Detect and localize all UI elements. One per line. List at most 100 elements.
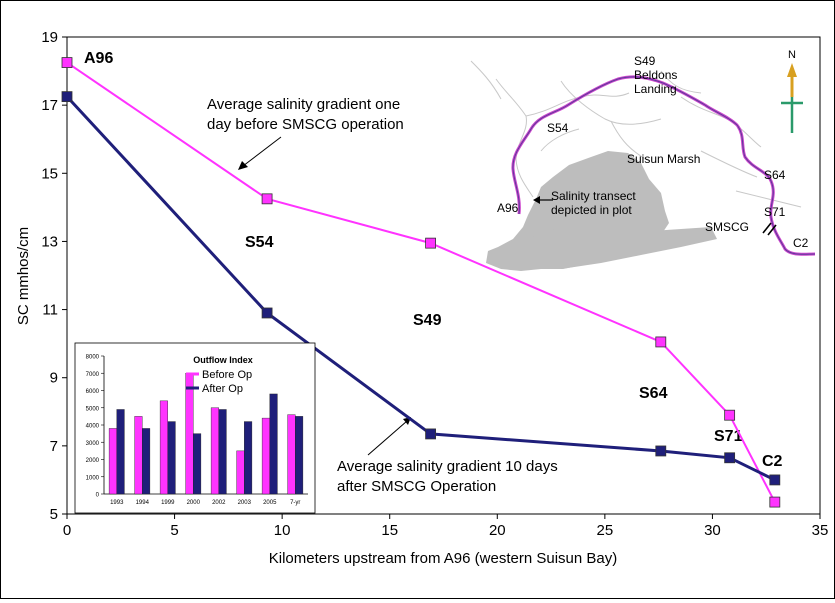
- inset-bar-before: [261, 417, 270, 495]
- point-after: [261, 307, 273, 319]
- point-after: [769, 474, 781, 486]
- inset-bars: [108, 373, 304, 495]
- inset-bar-before: [159, 400, 168, 495]
- inset-bar-after: [142, 428, 151, 495]
- point-before: [724, 409, 736, 421]
- inset-y-tick-label: 5000: [86, 406, 100, 412]
- inset-bar-after: [218, 409, 227, 495]
- x-tick-label: 15: [381, 522, 398, 539]
- series-line-after: [65, 95, 776, 482]
- inset-bar-before: [108, 428, 117, 495]
- station-label-c2: C2: [762, 453, 783, 470]
- point-after: [724, 452, 736, 464]
- series-line-before: [66, 61, 776, 503]
- station-label-s54: S54: [245, 234, 274, 251]
- x-tick-label: 25: [597, 522, 614, 539]
- inset-x-tick-label: 1994: [136, 500, 150, 506]
- series-layer: [61, 57, 781, 508]
- inset-bar-before: [185, 373, 194, 495]
- y-tick-label: 5: [50, 506, 58, 523]
- annotation-after-arrow: [367, 420, 408, 456]
- x-axis-title: Kilometers upstream from A96 (western Su…: [269, 550, 617, 567]
- point-before: [655, 336, 667, 348]
- point-after: [655, 445, 667, 457]
- inset-bar-before: [236, 450, 245, 495]
- map-label: A96: [497, 201, 519, 215]
- inset-y-tick-label: 0: [96, 493, 100, 499]
- y-tick-label: 19: [41, 29, 58, 46]
- bay-inlet: [521, 227, 717, 269]
- point-before: [261, 193, 273, 205]
- point-before: [61, 57, 73, 68]
- north-arrow-icon: N: [781, 49, 803, 133]
- inset-bar-after: [193, 433, 202, 495]
- y-tick-label: 7: [50, 438, 58, 455]
- inset-y-tick-label: 3000: [86, 441, 100, 447]
- inset-x-tick-label: 2002: [212, 500, 226, 506]
- inset-y-tick-label: 4000: [86, 424, 100, 430]
- transect-route-inner: [512, 76, 816, 255]
- inset-bar-before: [210, 407, 219, 495]
- x-tick-label: 20: [489, 522, 506, 539]
- point-before: [769, 496, 781, 508]
- annotation-after-line2: after SMSCG Operation: [337, 478, 496, 495]
- inset-bar-before: [287, 414, 296, 495]
- map-label: S54: [547, 121, 569, 135]
- inset-x-tick-label: 7-yr: [290, 500, 300, 506]
- map-label: Landing: [634, 82, 677, 96]
- x-tick-label: 35: [812, 522, 829, 539]
- x-tick-label: 10: [274, 522, 291, 539]
- inset-bar-after: [244, 421, 253, 495]
- x-tick-label: 0: [63, 522, 71, 539]
- map-label: depicted in plot: [551, 203, 632, 217]
- map-label: S64: [764, 168, 786, 182]
- inset-bar-after: [116, 409, 125, 495]
- station-labels: A96 S54 S49 S64 S71 C2: [84, 50, 783, 470]
- inset-x-tick-label: 1993: [110, 500, 124, 506]
- inset-y-tick-label: 1000: [86, 475, 100, 481]
- outflow-inset-chart: Outflow Index 0 1000 2000 3000 4000 5000 6000 7…: [74, 342, 316, 514]
- map-label: Suisun Marsh: [627, 152, 700, 166]
- y-tick-label: 17: [41, 97, 58, 114]
- inset-x-tick-label: 2000: [187, 500, 201, 506]
- map-label: S71: [764, 205, 786, 219]
- inset-y-tick-label: 6000: [86, 389, 100, 395]
- map-label: SMSCG: [705, 220, 749, 234]
- station-label-s49: S49: [413, 312, 442, 329]
- y-axis-title: SC mmhos/cm: [15, 227, 32, 325]
- annotation-before-line2: day before SMSCG operation: [207, 116, 404, 133]
- transect-arrow-head: [533, 196, 540, 204]
- inset-bar-after: [167, 421, 176, 495]
- inset-bar-after: [295, 416, 304, 495]
- annotation-before-line1: Average salinity gradient one: [207, 96, 400, 113]
- inset-x-tick-label: 2003: [238, 500, 252, 506]
- station-label-a96: A96: [84, 50, 113, 67]
- smscg-gate-icon: [762, 222, 777, 236]
- inset-title: Outflow Index: [193, 355, 253, 365]
- station-label-s64: S64: [639, 385, 668, 402]
- legend-label-before: Before Op: [202, 369, 252, 381]
- annotation-before-arrow: [242, 136, 282, 167]
- north-label: N: [788, 49, 796, 61]
- point-before: [425, 237, 436, 249]
- x-tick-label: 30: [704, 522, 721, 539]
- map-label: C2: [793, 236, 809, 250]
- inset-y-tick-label: 2000: [86, 458, 100, 464]
- point-after: [61, 91, 73, 103]
- legend-label-after: After Op: [202, 383, 243, 395]
- inset-bar-before: [134, 416, 143, 495]
- callouts: Average salinity gradient one day before …: [207, 96, 558, 495]
- annotation-before-arrowhead: [238, 161, 248, 170]
- y-tick-label: 15: [41, 165, 58, 182]
- y-tick-label: 11: [42, 302, 58, 319]
- map-label: S49: [634, 54, 656, 68]
- inset-x-tick-label: 2005: [263, 500, 277, 506]
- point-after: [425, 428, 436, 440]
- y-tick-label: 13: [41, 233, 58, 250]
- inset-y-tick-label: 8000: [86, 355, 100, 361]
